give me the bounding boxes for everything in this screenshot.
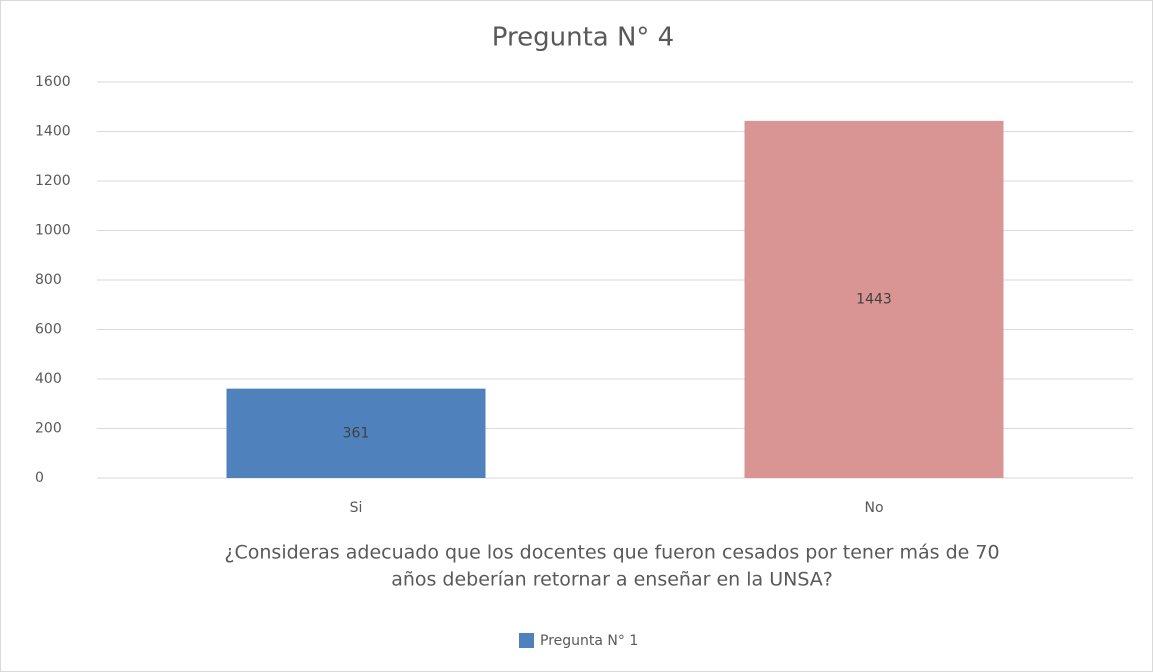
x-axis-label: ¿Consideras adecuado que los docentes qu… [224,542,999,564]
y-tick-label: 200 [35,421,62,437]
chart-title: Pregunta N° 4 [492,23,674,53]
legend-swatch [519,633,534,648]
data-label: 1443 [856,291,892,307]
y-tick-label: 600 [35,322,62,338]
y-tick-label: 400 [35,371,62,387]
y-tick-label: 1400 [35,124,71,140]
bar [226,388,486,478]
y-tick-label: 800 [35,272,62,288]
legend-label: Pregunta N° 1 [540,633,638,649]
x-axis-label: años deberían retornar a enseñar en la U… [391,569,833,591]
data-label: 361 [343,425,370,441]
y-tick-label: 1600 [35,74,71,90]
x-tick-label: Si [350,500,363,516]
y-tick-label: 1000 [35,223,71,239]
y-tick-label: 0 [35,470,44,486]
y-tick-label: 1200 [35,173,71,189]
bar [744,120,1004,479]
x-tick-label: No [864,500,883,516]
